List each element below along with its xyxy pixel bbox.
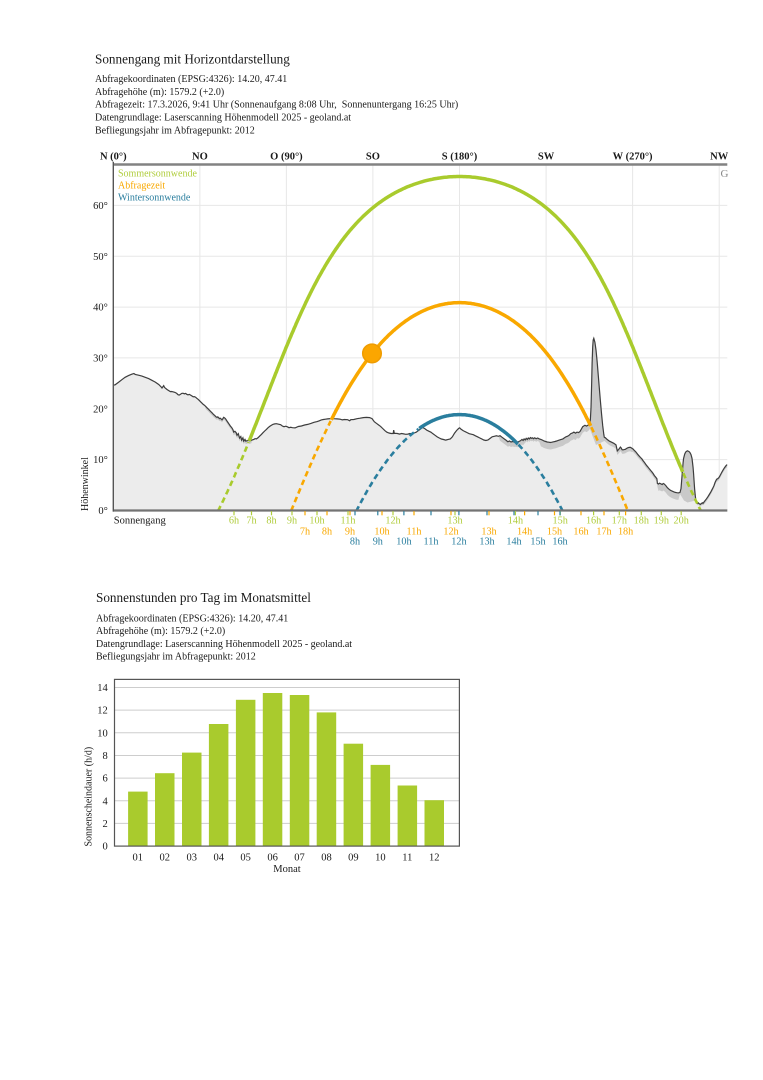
svg-text:Abfragekoordinaten (EPSG:4326): Abfragekoordinaten (EPSG:4326): 14.20, 4…: [96, 614, 288, 625]
svg-text:12: 12: [429, 853, 440, 864]
svg-text:18h: 18h: [634, 515, 649, 526]
svg-text:Höhenwinkel: Höhenwinkel: [80, 457, 91, 511]
svg-text:15h: 15h: [530, 536, 545, 547]
svg-text:15h: 15h: [553, 515, 568, 526]
svg-text:2: 2: [103, 819, 108, 830]
svg-text:12h: 12h: [443, 526, 458, 537]
svg-text:Abfragezeit: 17.3.2026, 9:41 U: Abfragezeit: 17.3.2026, 9:41 Uhr (Sonnen…: [95, 100, 458, 111]
svg-text:NW: NW: [710, 152, 729, 163]
svg-text:01: 01: [133, 853, 144, 864]
svg-text:Abfragehöhe (m): 1579.2 (+2.0): Abfragehöhe (m): 1579.2 (+2.0): [95, 87, 224, 98]
svg-text:16h: 16h: [586, 515, 601, 526]
svg-text:16h: 16h: [552, 536, 567, 547]
svg-text:Datengrundlage: Laserscanning: Datengrundlage: Laserscanning Höhenmodel…: [96, 639, 352, 650]
svg-text:06: 06: [267, 853, 278, 864]
svg-text:Abfragehöhe (m): 1579.2 (+2.0): Abfragehöhe (m): 1579.2 (+2.0): [96, 626, 225, 637]
svg-text:10h: 10h: [309, 515, 324, 526]
svg-text:03: 03: [186, 853, 197, 864]
svg-text:8: 8: [103, 751, 108, 762]
svg-text:9h: 9h: [373, 536, 383, 547]
svg-text:Sonnenscheindauer (h/d): Sonnenscheindauer (h/d): [83, 747, 94, 847]
svg-text:Abfragekoordinaten (EPSG:4326): Abfragekoordinaten (EPSG:4326): 14.20, 4…: [95, 74, 287, 85]
svg-text:Sommersonnwende: Sommersonnwende: [118, 168, 197, 179]
svg-text:SW: SW: [538, 152, 555, 163]
svg-text:18h: 18h: [618, 526, 633, 537]
svg-text:14h: 14h: [508, 515, 523, 526]
svg-text:8h: 8h: [266, 515, 276, 526]
svg-text:17h: 17h: [612, 515, 627, 526]
svg-text:10: 10: [97, 728, 108, 739]
svg-text:0: 0: [103, 842, 108, 853]
svg-text:10°: 10°: [93, 455, 108, 466]
svg-text:12: 12: [97, 706, 108, 717]
svg-text:09: 09: [348, 853, 359, 864]
svg-text:04: 04: [213, 853, 224, 864]
svg-text:20h: 20h: [674, 515, 689, 526]
svg-text:7h: 7h: [246, 515, 256, 526]
svg-text:Wintersonnwende: Wintersonnwende: [118, 193, 191, 204]
svg-text:11h: 11h: [341, 515, 356, 526]
svg-text:05: 05: [240, 853, 251, 864]
svg-text:60°: 60°: [93, 201, 108, 212]
svg-text:19h: 19h: [654, 515, 669, 526]
svg-text:50°: 50°: [93, 252, 108, 263]
svg-text:8h: 8h: [322, 526, 332, 537]
svg-text:S (180°): S (180°): [442, 152, 478, 163]
svg-text:Datengrundlage: Laserscanning: Datengrundlage: Laserscanning Höhenmodel…: [95, 113, 351, 124]
svg-text:40°: 40°: [93, 303, 108, 314]
svg-text:6: 6: [103, 774, 108, 785]
svg-text:Befliegungsjahr im Abfragepunk: Befliegungsjahr im Abfragepunkt: 2012: [96, 652, 256, 663]
svg-text:G: G: [721, 168, 729, 180]
svg-text:10: 10: [375, 853, 386, 864]
svg-text:Befliegungsjahr im Abfragepunk: Befliegungsjahr im Abfragepunkt: 2012: [95, 126, 255, 137]
svg-text:07: 07: [294, 853, 305, 864]
svg-text:12h: 12h: [451, 536, 466, 547]
svg-text:4: 4: [103, 796, 109, 807]
svg-text:08: 08: [321, 853, 332, 864]
svg-text:W (270°): W (270°): [613, 152, 653, 163]
svg-text:11: 11: [402, 853, 412, 864]
svg-text:Sonnengang mit Horizontdarstel: Sonnengang mit Horizontdarstellung: [95, 51, 290, 66]
svg-text:6h: 6h: [229, 515, 239, 526]
svg-text:20°: 20°: [93, 404, 108, 415]
svg-text:02: 02: [160, 853, 171, 864]
svg-text:8h: 8h: [350, 536, 360, 547]
svg-text:SO: SO: [366, 152, 380, 163]
svg-text:13h: 13h: [481, 526, 496, 537]
svg-text:9h: 9h: [345, 526, 355, 537]
svg-text:9h: 9h: [287, 515, 297, 526]
svg-text:14: 14: [97, 683, 108, 694]
svg-text:16h: 16h: [573, 526, 588, 537]
svg-text:NO: NO: [192, 152, 208, 163]
svg-text:12h: 12h: [385, 515, 400, 526]
svg-text:O (90°): O (90°): [270, 152, 303, 163]
svg-text:11h: 11h: [424, 536, 439, 547]
svg-text:13h: 13h: [447, 515, 462, 526]
svg-text:10h: 10h: [374, 526, 389, 537]
svg-text:10h: 10h: [396, 536, 411, 547]
svg-text:7h: 7h: [300, 526, 310, 537]
svg-text:Sonnengang: Sonnengang: [114, 515, 167, 526]
svg-text:Abfragezeit: Abfragezeit: [118, 181, 165, 192]
svg-text:13h: 13h: [479, 536, 494, 547]
svg-text:11h: 11h: [407, 526, 422, 537]
svg-text:17h: 17h: [596, 526, 611, 537]
svg-text:N (0°): N (0°): [100, 152, 127, 163]
svg-text:Sonnenstunden pro Tag im Monat: Sonnenstunden pro Tag im Monatsmittel: [96, 590, 311, 605]
svg-text:14h: 14h: [506, 536, 521, 547]
svg-text:Monat: Monat: [273, 864, 300, 875]
svg-text:15h: 15h: [547, 526, 562, 537]
svg-text:0°: 0°: [98, 506, 107, 517]
svg-text:14h: 14h: [517, 526, 532, 537]
svg-text:30°: 30°: [93, 353, 108, 364]
